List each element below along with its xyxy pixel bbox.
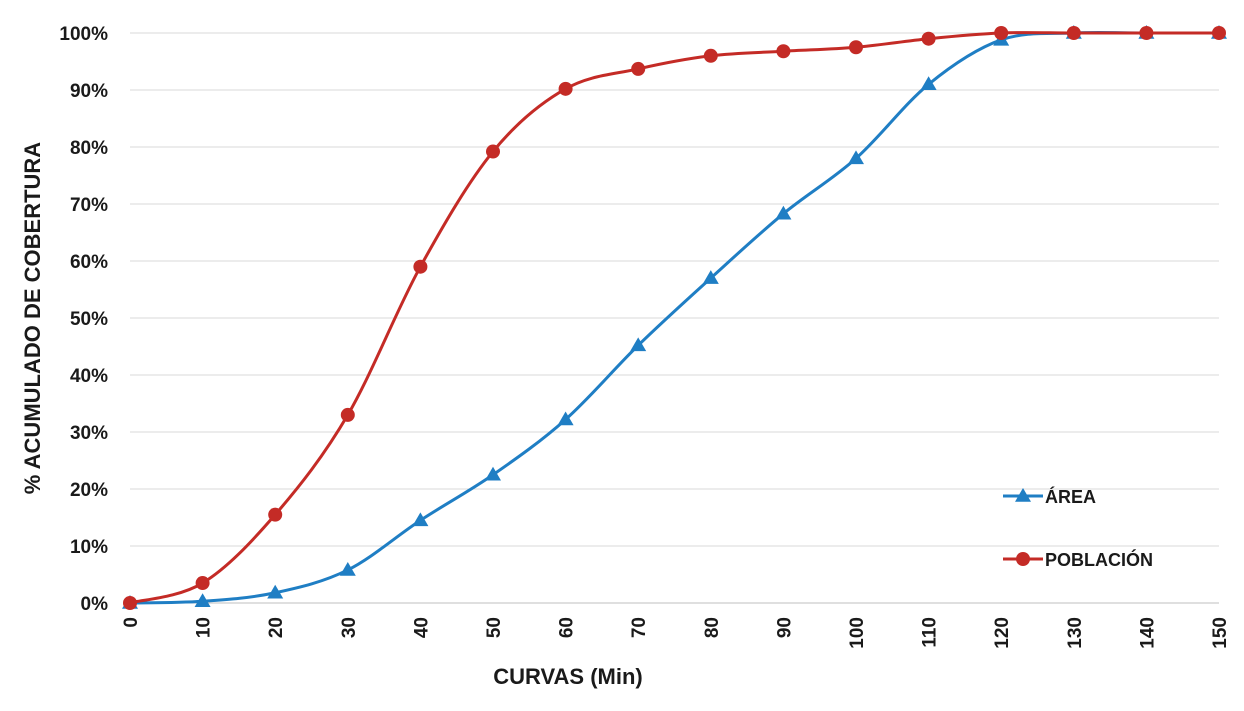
data-point-area [485,466,501,481]
y-axis-title: % ACUMULADO DE COBERTURA [20,142,45,495]
data-point-poblacion [921,31,936,46]
data-point-area [339,561,356,576]
legend: ÁREA POBLACIÓN [1003,486,1153,570]
series-markers [122,25,1227,610]
data-point-poblacion [631,61,646,76]
x-tick-label: 130 [1065,617,1086,649]
y-tick-label: 20% [70,480,108,501]
y-tick-label: 100% [59,24,108,45]
legend-label: ÁREA [1045,486,1096,507]
legend-marker [1015,488,1031,502]
legend-entry-area: ÁREA [1003,486,1096,507]
data-point-poblacion [776,44,791,59]
x-tick-label: 140 [1137,617,1158,649]
x-tick-label: 40 [411,617,432,638]
x-axis-title: CURVAS (Min) [493,664,643,689]
x-tick-label: 50 [484,617,505,638]
x-tick-label: 70 [629,617,650,638]
x-tick-label: 0 [121,617,142,628]
x-tick-label: 80 [702,617,723,638]
x-tick-labels: 0 10 20 30 40 50 60 70 80 90 100 110 120 130 140 150 [121,617,1231,649]
x-tick-label: 20 [266,617,287,638]
x-tick-label: 30 [339,617,360,638]
data-point-poblacion [195,576,210,591]
y-tick-label: 60% [70,252,108,273]
x-tick-label: 60 [557,617,578,638]
data-point-poblacion [558,81,573,96]
data-point-poblacion [849,40,863,55]
data-point-area [267,584,284,599]
data-point-poblacion [340,407,355,422]
data-point-area [920,76,937,91]
x-tick-label: 10 [194,617,215,638]
x-tick-label: 120 [992,617,1013,649]
y-tick-label: 0% [81,594,109,615]
data-point-poblacion [1212,26,1226,40]
data-point-area [848,150,864,165]
data-point-poblacion [1066,26,1081,40]
gridlines [130,32,1219,547]
x-tick-label: 110 [920,617,941,648]
data-point-poblacion [703,48,718,63]
y-tick-labels: 0% 10% 20% 30% 40% 50% 60% 70% 80% 90% 100% [59,24,108,615]
y-tick-label: 10% [70,537,108,558]
legend-label: POBLACIÓN [1045,549,1153,570]
data-point-poblacion [486,144,500,159]
y-tick-label: 50% [70,309,108,330]
data-point-area [557,411,574,426]
legend-marker [1016,552,1030,566]
x-tick-label: 150 [1210,617,1231,649]
x-tick-label: 100 [847,617,868,649]
data-point-poblacion [413,259,428,274]
data-point-area [412,512,429,527]
data-point-poblacion [123,596,137,610]
data-point-poblacion [994,26,1009,40]
data-point-area [775,205,792,220]
data-point-area [630,337,647,352]
data-point-poblacion [268,507,283,522]
y-tick-label: 90% [70,81,108,102]
y-tick-label: 30% [70,423,108,444]
x-tick-label: 90 [774,617,795,638]
data-point-poblacion [1139,26,1154,40]
series-line-area [129,30,1219,605]
legend-entry-poblacion: POBLACIÓN [1003,549,1153,570]
y-tick-label: 70% [70,195,108,216]
data-point-area [194,593,211,608]
y-tick-label: 40% [70,366,108,387]
y-tick-label: 80% [70,138,108,159]
data-point-area [702,270,719,284]
